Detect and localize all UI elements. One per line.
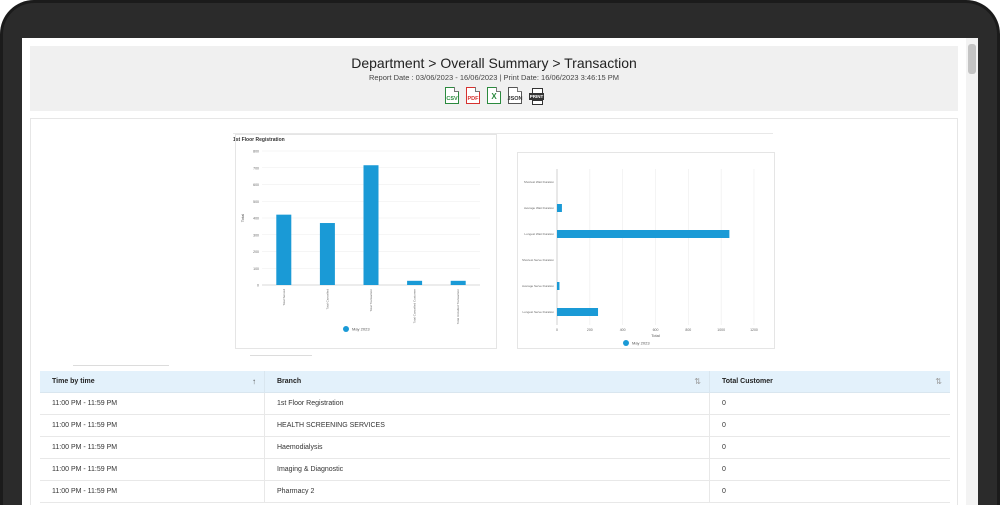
y-tick-label: 500 [253,200,259,204]
legend-label: May 2023 [352,327,370,332]
summary-table: Time by time ↑ Branch ⇅ Total Customer ⇅ 11… [40,371,950,503]
x-tick-label: 200 [587,328,593,332]
csv-export-icon[interactable]: CSV [445,87,459,104]
y-tick-label: Longest Serve Duration [522,310,554,314]
time-cell: 11:00 PM - 11:59 PM [40,393,265,414]
column-header-total-customer[interactable]: Total Customer ⇅ [710,371,950,392]
table-row: 11:00 PM - 11:59 PM HEALTH SCREENING SER… [40,415,950,437]
branch-cell: HEALTH SCREENING SERVICES [265,415,710,436]
y-tick-label: 400 [253,217,259,221]
excel-export-icon[interactable]: X [487,87,501,104]
legend-marker [623,340,629,346]
y-tick-label: 300 [253,233,259,237]
x-tick-label: 1000 [717,328,725,332]
x-tick-label: Total Uncalled Transaction [456,289,460,325]
x-tick-label: Total Served [282,289,286,306]
total-customer-cell: 0 [722,422,726,429]
y-tick-label: 200 [253,250,259,254]
x-tick-label: Total Cancelled [325,289,329,310]
bar [557,230,730,238]
column-header-branch[interactable]: Branch ⇅ [265,371,710,392]
x-tick-label: 800 [685,328,691,332]
vertical-bar-chart-panel: 0 100 200 300 400 500 600 700 800 Total Total Serv… [235,134,497,349]
table-row: 11:00 PM - 11:59 PM 1st Floor Registrati… [40,393,950,415]
page-title: Department > Overall Summary > Transacti… [351,55,637,71]
table-row: 11:00 PM - 11:59 PM Imaging & Diagnostic… [40,459,950,481]
horizontal-bar-chart-panel: 0 200 400 600 800 1000 1200 Total Shortest Wait … [517,152,775,349]
vertical-bar-chart: 0 100 200 300 400 500 600 700 800 Total Total Serv… [240,150,480,332]
y-tick-label: 700 [253,166,259,170]
column-header-label: Time by time [52,378,95,385]
divider [250,355,312,356]
vertical-scrollbar[interactable] [966,38,978,505]
y-tick-label: 600 [253,183,259,187]
time-cell: 11:00 PM - 11:59 PM [40,437,265,458]
total-customer-cell: 0 [722,466,726,473]
chart-panel-title: 1st Floor Registration [233,137,285,143]
legend-marker [343,326,349,332]
printer-output-icon [532,100,543,105]
json-export-icon[interactable]: JSON [508,87,523,104]
branch-cell: Imaging & Diagnostic [265,459,710,480]
bar [363,165,379,285]
bar [450,280,466,285]
bar [557,282,560,290]
y-tick-label: 100 [253,267,259,271]
x-tick-label: 1200 [750,328,758,332]
branch-cell: Pharmacy 2 [265,481,710,502]
x-tick-label: Total Cancelled Customer [413,289,417,323]
y-axis-label: Total [240,214,245,223]
bar [319,223,335,285]
y-tick-label: Average Wait Duration [524,206,554,210]
x-tick-label: Total Transaction [369,289,373,312]
legend-label: May 2023 [632,341,650,346]
report-dates: Report Date : 03/06/2023 - 16/06/2023 | … [368,73,620,82]
column-header-label: Branch [277,378,302,385]
column-header-time[interactable]: Time by time ↑ [40,371,265,392]
divider [73,365,169,366]
x-tick-label: 400 [620,328,626,332]
total-customer-cell: 0 [722,444,726,451]
total-customer-cell: 0 [722,488,726,495]
pdf-export-icon[interactable]: PDF [466,87,480,104]
y-tick-label: Shortest Serve Duration [522,258,554,262]
bar [276,214,292,285]
branch-cell: 1st Floor Registration [265,393,710,414]
branch-cell: Haemodialysis [265,437,710,458]
y-tick-label: Shortest Wait Duration [524,180,554,184]
table-header: Time by time ↑ Branch ⇅ Total Customer ⇅ [40,371,950,393]
x-axis-label: Total [651,333,660,338]
y-tick-label: 0 [257,284,259,288]
sort-icon[interactable]: ⇅ [935,377,942,386]
column-header-label: Total Customer [722,378,773,385]
chart-panel-border [233,133,773,134]
bar [407,280,423,285]
time-cell: 11:00 PM - 11:59 PM [40,459,265,480]
report-header: Department > Overall Summary > Transacti… [30,46,958,111]
table-row: 11:00 PM - 11:59 PM Haemodialysis 0 [40,437,950,459]
y-tick-label: 800 [253,150,259,154]
export-toolbar: CSV PDF X JSON PRINT [30,87,958,105]
print-icon[interactable]: PRINT [529,87,544,105]
report-content: 1st Floor Registration 0 100 200 300 400 500 6… [30,118,958,505]
x-tick-label: 0 [556,328,558,332]
total-customer-cell: 0 [722,400,726,407]
bar [557,204,562,212]
x-tick-label: 600 [653,328,659,332]
report-screen: Department > Overall Summary > Transacti… [22,38,978,505]
y-tick-label: Average Serve Duration [522,284,554,288]
time-cell: 11:00 PM - 11:59 PM [40,481,265,502]
scrollbar-thumb[interactable] [968,44,976,74]
printer-label: PRINT [529,93,544,100]
sort-icon[interactable]: ⇅ [694,377,701,386]
bar [557,308,599,316]
table-row: 11:00 PM - 11:59 PM Pharmacy 2 0 [40,481,950,503]
sort-ascending-icon[interactable]: ↑ [252,377,256,386]
horizontal-bar-chart: 0 200 400 600 800 1000 1200 Total Shortest Wait … [522,169,758,346]
y-tick-label: Longest Wait Duration [524,232,554,236]
time-cell: 11:00 PM - 11:59 PM [40,415,265,436]
